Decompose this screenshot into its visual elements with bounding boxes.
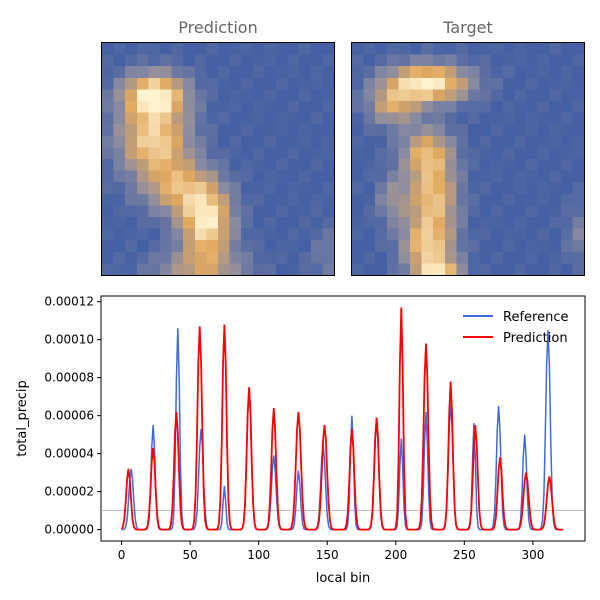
y-axis-label: total_precip <box>15 380 30 457</box>
y-tick-label: 0.00010 <box>44 333 94 347</box>
y-tick-label: 0.00004 <box>44 447 94 461</box>
y-tick-label: 0.00008 <box>44 371 94 385</box>
plot-frame <box>100 295 586 542</box>
x-tick-label: 0 <box>118 548 126 562</box>
target-title: Target <box>443 18 493 37</box>
x-tick-label: 200 <box>384 548 407 562</box>
target-heatmap <box>351 42 585 276</box>
x-tick-label: 150 <box>316 548 339 562</box>
target-heatmap-canvas <box>352 43 584 275</box>
legend-reference-label: Reference <box>503 310 568 325</box>
x-axis-label: local bin <box>316 571 371 586</box>
x-tick-label: 100 <box>247 548 270 562</box>
prediction-title: Prediction <box>178 18 258 37</box>
x-tick-label: 50 <box>182 548 197 562</box>
x-tick-label: 250 <box>453 548 476 562</box>
prediction-heatmap <box>101 42 335 276</box>
y-tick-label: 0.00006 <box>44 409 94 423</box>
prediction-heatmap-canvas <box>102 43 334 275</box>
legend-prediction-label: Prediction <box>503 331 568 346</box>
legend: Reference Prediction <box>463 310 568 346</box>
y-tick-label: 0.00002 <box>44 485 94 499</box>
series-line-prediction <box>120 307 564 531</box>
y-tick-label: 0.00012 <box>44 295 94 309</box>
y-tick-label: 0.00000 <box>44 523 94 537</box>
x-tick-label: 300 <box>521 548 544 562</box>
